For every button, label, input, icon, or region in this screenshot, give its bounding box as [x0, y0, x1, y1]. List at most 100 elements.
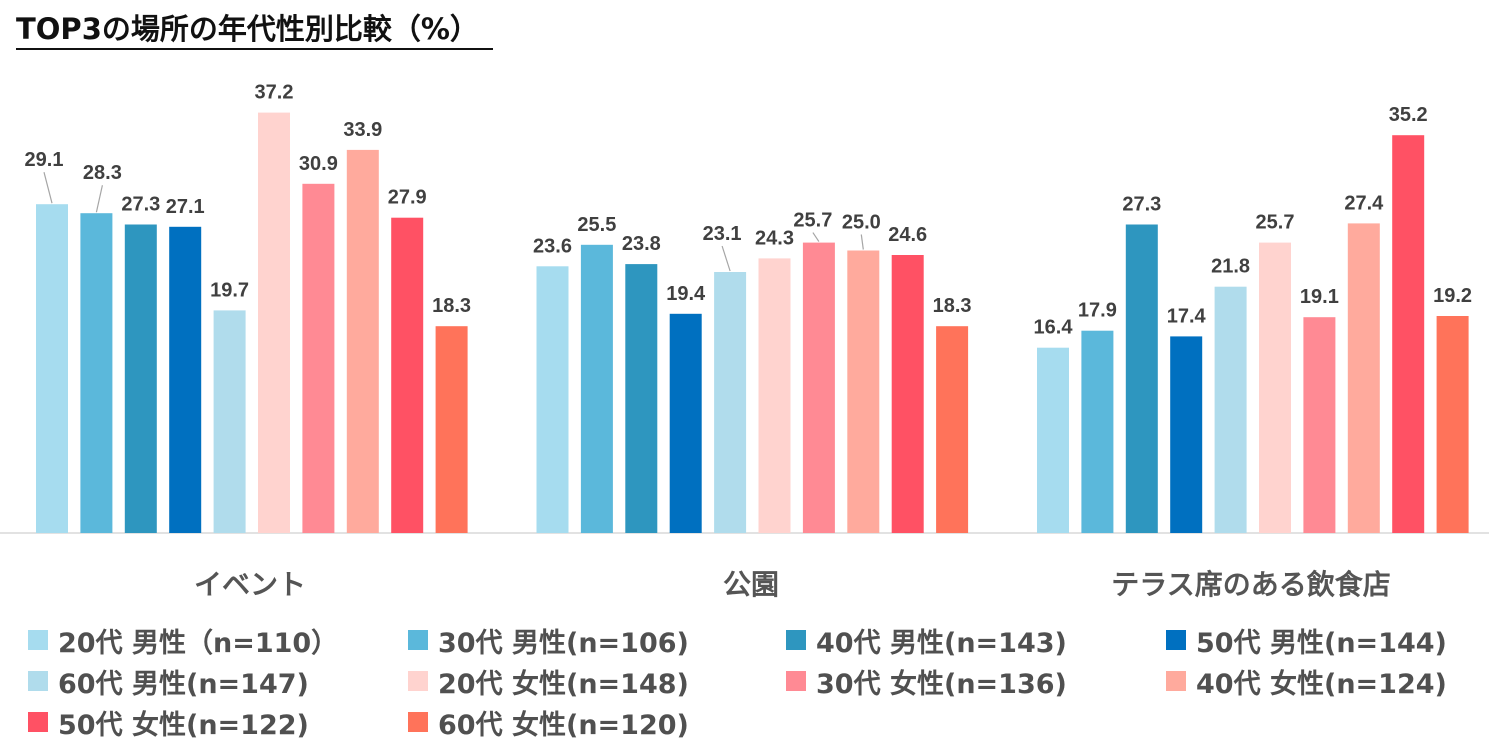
- value-label-2-1: 23.8: [622, 233, 661, 255]
- value-label-4-2: 21.8: [1211, 256, 1250, 278]
- value-label-3-0: 27.1: [166, 196, 205, 218]
- bar-0-1: [536, 266, 569, 533]
- legend-item-1: 30代 男性(n=106): [408, 622, 689, 659]
- category-label-2: テラス席のある飲食店: [1111, 568, 1390, 601]
- legend-swatch-8: [28, 712, 48, 732]
- value-label-8-1: 24.6: [888, 224, 927, 246]
- value-label-4-0: 19.7: [210, 279, 249, 301]
- legend-label-9: 60代 女性(n=120): [438, 709, 689, 741]
- bar-group: [36, 112, 1469, 534]
- legend-swatch-9: [408, 712, 428, 732]
- value-label-9-1: 18.3: [933, 295, 972, 317]
- legend-label-0: 20代 男性（n=110）: [58, 627, 339, 659]
- legend-item-3: 50代 男性(n=144): [1166, 622, 1447, 659]
- category-labels: イベント 公園 テラス席のある飲食店: [194, 568, 1391, 601]
- value-label-5-2: 25.7: [1256, 212, 1295, 234]
- legend-label-4: 60代 男性(n=147): [58, 668, 309, 700]
- value-label-7-2: 27.4: [1344, 192, 1384, 214]
- value-label-4-1: 23.1: [703, 223, 742, 245]
- value-label-1-0: 28.3: [83, 162, 122, 184]
- value-label-7-1: 25.0: [842, 212, 881, 234]
- legend-item-8: 50代 女性(n=122): [28, 704, 309, 741]
- leader-line-7-1: [860, 234, 864, 250]
- value-label-2-0: 27.3: [121, 194, 160, 216]
- bar-2-2: [1125, 224, 1158, 533]
- bar-6-0: [302, 183, 335, 534]
- legend-item-2: 40代 男性(n=143): [786, 622, 1067, 659]
- value-label-7-0: 33.9: [343, 119, 382, 141]
- value-label-6-1: 25.7: [793, 210, 832, 232]
- bar-6-2: [1303, 317, 1336, 533]
- value-label-1-2: 17.9: [1078, 300, 1117, 322]
- legend-swatch-4: [28, 671, 48, 691]
- bar-8-2: [1392, 135, 1425, 533]
- value-label-6-2: 19.1: [1300, 286, 1339, 308]
- leader-line-4-1: [721, 245, 731, 272]
- legend-swatch-6: [786, 671, 806, 691]
- leader-line-0-0: [43, 172, 53, 204]
- value-label-9-0: 18.3: [432, 295, 471, 317]
- legend-item-0: 20代 男性（n=110）: [28, 622, 339, 659]
- legend-item-6: 30代 女性(n=136): [786, 663, 1067, 700]
- legend-label-8: 50代 女性(n=122): [58, 709, 309, 741]
- bar-9-2: [1436, 316, 1469, 533]
- bar-7-1: [847, 250, 880, 533]
- legend-label-5: 20代 女性(n=148): [438, 668, 689, 700]
- legend-swatch-0: [28, 630, 48, 650]
- bar-9-1: [936, 326, 969, 533]
- value-label-5-0: 37.2: [255, 82, 294, 104]
- bar-4-1: [714, 272, 747, 533]
- bar-3-1: [669, 313, 702, 533]
- legend-swatch-7: [1166, 671, 1186, 691]
- bar-8-1: [891, 255, 924, 533]
- category-label-0: イベント: [194, 568, 306, 601]
- bar-1-0: [80, 213, 113, 533]
- legend-swatch-2: [786, 630, 806, 650]
- value-labels: 29.1 28.3 27.3 27.1 19.7 37.2 30.933.9 27.9 18.3…: [25, 82, 1473, 339]
- value-label-0-0: 29.1: [25, 149, 64, 171]
- legend-label-7: 40代 女性(n=124): [1196, 668, 1447, 700]
- bar-7-0: [346, 149, 379, 533]
- bar-5-0: [258, 112, 290, 533]
- leader-lines: [43, 172, 864, 272]
- value-label-3-2: 17.4: [1167, 305, 1207, 327]
- leader-line-1-0: [95, 185, 103, 213]
- legend-label-3: 50代 男性(n=144): [1196, 627, 1447, 659]
- bar-9-0: [435, 326, 468, 533]
- chart-title: TOP3の場所の年代性別比較（%）: [16, 12, 493, 50]
- value-label-3-1: 19.4: [666, 283, 706, 305]
- value-label-9-2: 19.2: [1433, 285, 1472, 307]
- legend-item-4: 60代 男性(n=147): [28, 663, 309, 700]
- legend-label-1: 30代 男性(n=106): [438, 627, 689, 659]
- legend-swatch-3: [1166, 630, 1186, 650]
- bar-5-2: [1259, 242, 1291, 533]
- value-label-2-2: 27.3: [1122, 194, 1161, 216]
- bar-7-2: [1347, 223, 1380, 533]
- legend-item-5: 20代 女性(n=148): [408, 663, 689, 700]
- bar-0-2: [1037, 347, 1069, 533]
- legend-item-7: 40代 女性(n=124): [1166, 663, 1447, 700]
- legend-swatch-5: [408, 671, 428, 691]
- bar-2-0: [124, 224, 157, 533]
- bar-6-1: [802, 242, 835, 533]
- value-label-0-1: 23.6: [533, 235, 572, 257]
- bar-3-0: [169, 226, 202, 534]
- bar-4-2: [1214, 286, 1247, 533]
- category-label-1: 公園: [723, 568, 779, 601]
- legend-label-2: 40代 男性(n=143): [816, 627, 1067, 659]
- bar-8-0: [391, 217, 424, 533]
- bar-1-1: [580, 244, 613, 534]
- bar-1-2: [1081, 330, 1114, 533]
- legend-swatch-1: [408, 630, 428, 650]
- legend-item-9: 60代 女性(n=120): [408, 704, 689, 741]
- value-label-1-1: 25.5: [577, 214, 616, 236]
- value-label-8-2: 35.2: [1389, 104, 1428, 126]
- bar-chart: 29.1 28.3 27.3 27.1 19.7 37.2 30.933.9 27.9 18.3…: [0, 82, 1489, 601]
- leader-line-6-1: [812, 232, 820, 242]
- bar-3-2: [1170, 336, 1203, 533]
- bar-4-0: [213, 310, 246, 533]
- value-label-5-1: 24.3: [755, 227, 794, 249]
- bar-0-0: [36, 204, 68, 533]
- value-label-6-0: 30.9: [299, 153, 338, 175]
- value-label-0-2: 16.4: [1034, 317, 1074, 339]
